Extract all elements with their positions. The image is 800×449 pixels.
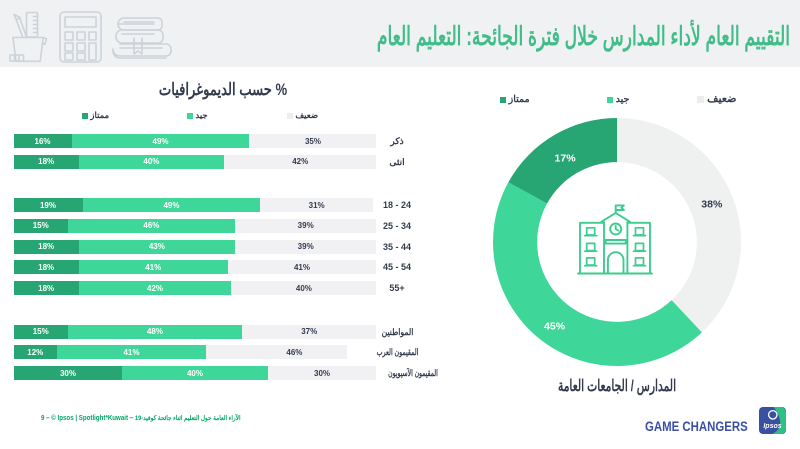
svg-text:38%: 38% <box>701 198 723 210</box>
svg-text:45%: 45% <box>544 320 566 332</box>
svg-text:17%: 17% <box>555 153 577 165</box>
svg-text:Ipsos: Ipsos <box>763 423 781 430</box>
